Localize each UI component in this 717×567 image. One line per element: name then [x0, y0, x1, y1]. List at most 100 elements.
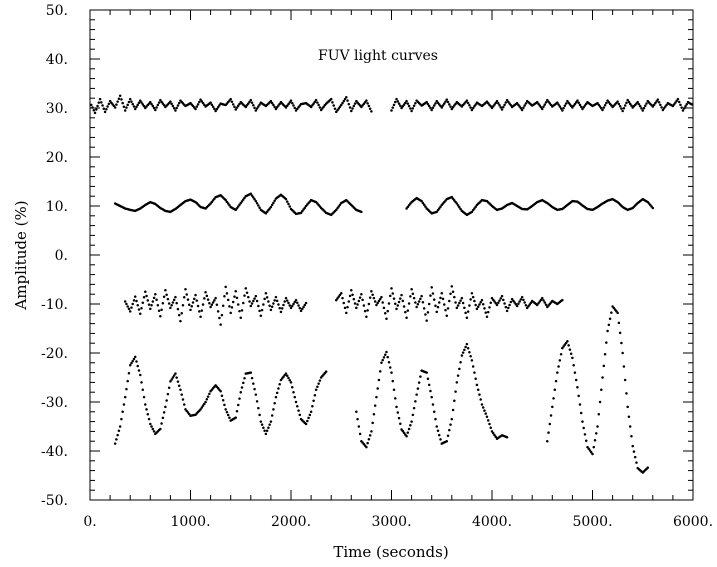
chart-annotation: FUV light curves [318, 48, 438, 64]
data-point [151, 427, 155, 431]
data-point [415, 393, 418, 396]
data-point [377, 299, 381, 303]
data-point [128, 310, 132, 313]
data-point [273, 299, 276, 302]
data-point [365, 315, 368, 318]
data-point [345, 311, 348, 315]
data-point [372, 296, 376, 300]
data-point [656, 98, 660, 101]
data-point [267, 426, 270, 429]
data-point [130, 306, 133, 309]
data-point [509, 300, 513, 304]
data-point [220, 394, 224, 398]
data-point [518, 300, 521, 303]
x-tick-label: 3000. [371, 514, 411, 530]
data-point [244, 105, 248, 109]
data-point [410, 288, 413, 291]
data-point [445, 98, 449, 101]
data-point [451, 290, 455, 293]
data-point [126, 305, 129, 308]
data-point [633, 455, 637, 459]
data-point [259, 420, 263, 423]
data-point [635, 461, 638, 464]
data-point [520, 295, 524, 299]
data-point [229, 97, 232, 101]
data-point [547, 431, 550, 434]
data-point [174, 109, 177, 112]
data-point [444, 308, 447, 312]
data-point [345, 95, 348, 99]
x-tick-labels: 0. 1000. 2000. 3000. 4000. 5000. 6000. [83, 514, 713, 530]
data-point [307, 416, 310, 420]
data-point [425, 371, 428, 374]
data-point [250, 302, 254, 305]
data-point [120, 98, 123, 101]
data-point [314, 388, 318, 391]
data-point [214, 109, 217, 113]
y-tick-label: 0. [55, 248, 68, 264]
data-point [275, 106, 279, 109]
data-point [510, 297, 514, 301]
data-point [336, 297, 339, 300]
data-point [334, 208, 338, 212]
data-point [416, 302, 420, 306]
data-point [548, 422, 552, 426]
data-point [93, 111, 97, 115]
data-point [280, 307, 284, 310]
data-point [577, 394, 580, 398]
data-point [382, 356, 386, 359]
data-point [121, 410, 124, 414]
data-point [625, 101, 628, 105]
data-point [151, 104, 155, 108]
data-point [252, 104, 255, 107]
data-point [91, 106, 94, 109]
data-point [140, 101, 143, 104]
data-point [245, 291, 249, 294]
y-tick-label: 10. [46, 199, 68, 215]
data-point [239, 201, 242, 205]
data-point [409, 295, 412, 298]
data-point [172, 298, 176, 302]
data-point [558, 359, 562, 362]
data-point [324, 370, 328, 373]
data-point [432, 410, 436, 414]
data-point [248, 300, 251, 303]
data-point [437, 433, 441, 437]
data-point [228, 416, 231, 420]
data-point [199, 408, 202, 411]
data-point [685, 102, 688, 106]
data-point [151, 300, 155, 303]
data-point [137, 101, 141, 104]
data-point [632, 450, 636, 453]
data-point [626, 405, 629, 409]
data-point [598, 105, 602, 108]
data-point [596, 101, 599, 105]
data-point [541, 296, 544, 300]
data-point [193, 297, 196, 301]
y-tick-label: 50. [46, 3, 68, 19]
data-point [175, 301, 178, 305]
data-point [537, 302, 540, 305]
data-point [578, 103, 582, 107]
series-4 [113, 305, 650, 474]
data-point [621, 351, 624, 355]
data-point [490, 430, 494, 433]
data-point [357, 299, 361, 303]
data-point [166, 297, 170, 301]
data-point [684, 105, 687, 108]
data-point [535, 100, 539, 104]
data-point [470, 291, 474, 295]
data-point [113, 106, 117, 109]
data-point [160, 100, 163, 104]
data-point [172, 106, 176, 110]
data-point [144, 403, 147, 406]
data-point [317, 382, 320, 385]
data-point [486, 419, 490, 422]
data-point [252, 196, 255, 199]
data-point [236, 104, 240, 108]
data-point [200, 309, 204, 312]
data-point [420, 199, 423, 203]
data-point [474, 303, 477, 307]
data-point [394, 100, 397, 104]
data-point [657, 100, 661, 104]
